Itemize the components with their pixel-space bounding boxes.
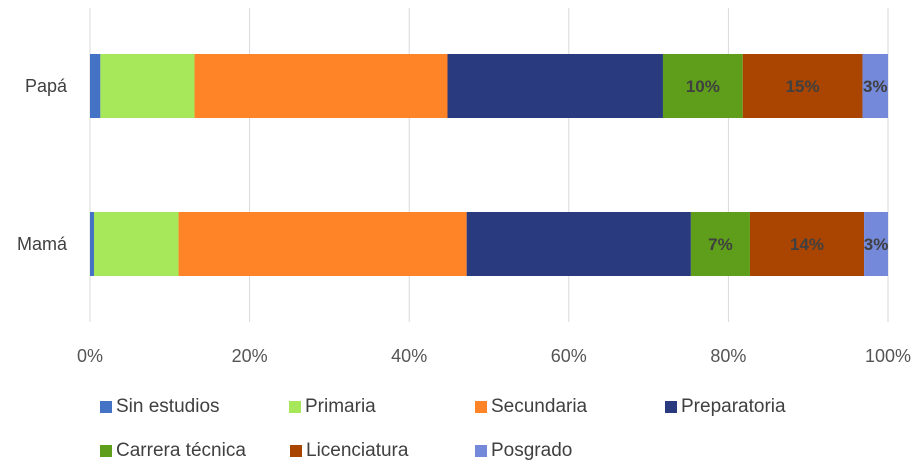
x-tick-label: 20% <box>232 346 268 366</box>
category-label: Mamá <box>17 234 68 254</box>
data-label: 10% <box>686 77 720 96</box>
bar-segment <box>662 54 743 118</box>
x-tick-label: 0% <box>77 346 103 366</box>
bar-segment <box>447 54 663 118</box>
bar-segment <box>862 54 888 118</box>
bar-segment <box>749 212 865 276</box>
x-tick-label: 100% <box>865 346 911 366</box>
category-label: Papá <box>25 76 68 96</box>
x-tick-label: 80% <box>710 346 746 366</box>
data-label: 7% <box>708 235 733 254</box>
bar-segment <box>690 212 750 276</box>
bar-segment <box>194 54 448 118</box>
data-label: 3% <box>864 235 889 254</box>
data-label: 3% <box>863 77 888 96</box>
x-tick-label: 60% <box>551 346 587 366</box>
bar-segment <box>90 212 94 276</box>
bar-segment <box>178 212 467 276</box>
bar-segment <box>100 54 195 118</box>
bar-segment <box>864 212 888 276</box>
x-tick-label: 40% <box>391 346 427 366</box>
data-label: 14% <box>790 235 824 254</box>
bar-segment <box>466 212 691 276</box>
data-label: 15% <box>786 77 820 96</box>
bar-segment <box>93 212 179 276</box>
bar-segment <box>90 54 101 118</box>
bar-segment <box>742 54 863 118</box>
